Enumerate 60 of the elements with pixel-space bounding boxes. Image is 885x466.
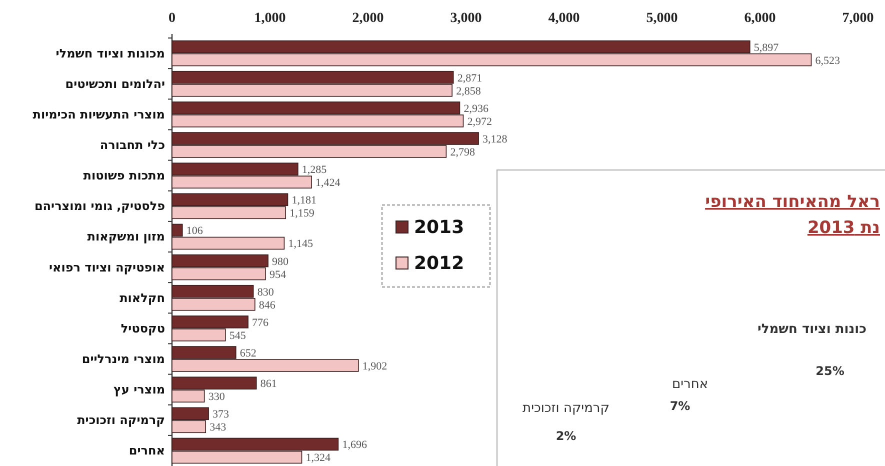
x-tick-label: 4,000 — [548, 11, 580, 26]
data-label: 373 — [212, 408, 230, 421]
x-tick-label: 5,000 — [646, 11, 678, 26]
data-label: 6,523 — [815, 54, 841, 67]
legend-label: 2012 — [414, 253, 464, 274]
y-tick-label: אופטיקה וציוד רפואי — [48, 260, 165, 274]
data-label: 1,902 — [362, 360, 388, 372]
y-tick-label: כלי תחבורה — [100, 138, 166, 152]
data-label: 954 — [269, 268, 286, 281]
x-tick-label: 3,000 — [450, 11, 482, 26]
data-label: 2,858 — [456, 85, 482, 98]
data-label: 3,128 — [482, 134, 508, 146]
y-tick-label: אחרים — [128, 444, 165, 458]
data-label: 330 — [208, 391, 226, 404]
text: ראל מהאיחוד האירופי — [705, 192, 880, 212]
data-label: 343 — [210, 422, 227, 434]
data-label: 5,897 — [754, 42, 780, 54]
data-label: 2,972 — [467, 116, 492, 128]
y-tick-label: מוצרי עץ — [114, 382, 165, 397]
data-label: 1,696 — [342, 439, 368, 452]
data-label: 545 — [229, 330, 246, 342]
data-label: 980 — [272, 256, 290, 268]
annotation: קרמיקה וזכוכית — [522, 401, 610, 416]
x-tick-label: 7,000 — [842, 11, 874, 26]
data-label: 1,159 — [290, 208, 315, 220]
data-label: 1,285 — [302, 164, 328, 176]
data-label: 1,145 — [288, 238, 314, 250]
data-label: 2,871 — [457, 72, 482, 84]
x-tick-label: 2,000 — [352, 11, 384, 26]
data-label: 2,936 — [464, 102, 489, 115]
y-tick-label: מזון ומשקאות — [87, 230, 165, 244]
data-label: 652 — [240, 348, 256, 360]
data-label: 776 — [252, 316, 270, 329]
annotation: אחרים — [672, 377, 708, 392]
data-label: 1,424 — [316, 177, 341, 190]
text: נת 2013 — [807, 218, 880, 238]
legend-label: 2013 — [414, 217, 464, 238]
annotation: כונות וציוד חשמלי — [758, 322, 866, 337]
data-label: 830 — [257, 286, 274, 298]
y-tick-label: קרמיקה וזכוכית — [77, 413, 165, 428]
annotation: 7% — [670, 399, 690, 413]
y-tick-label: מכונות וציוד חשמלי — [56, 46, 165, 60]
y-tick-label: מוצרי מינרליים — [82, 352, 165, 366]
y-tick-label: יהלומים ותכשיטים — [65, 76, 165, 91]
y-tick-label: מוצרי התעשיות הכימיות — [32, 107, 165, 122]
y-tick-label: מתכות פשוטות — [83, 168, 165, 183]
data-label: 1,181 — [292, 194, 316, 207]
x-tick-label: 6,000 — [744, 11, 776, 26]
x-tick-label: 1,000 — [254, 11, 286, 26]
data-label: 861 — [260, 378, 277, 390]
y-tick-label: פלסטיק, גומי ומוצריהם — [34, 199, 166, 214]
x-tick-label: 0 — [168, 11, 176, 26]
data-label: 846 — [258, 299, 276, 312]
y-tick-label: טקסטיל — [120, 321, 165, 336]
y-tick-label: חקלאות — [120, 290, 165, 305]
data-label: 106 — [186, 225, 204, 238]
annotation: 2% — [556, 429, 576, 443]
data-label: 2,798 — [450, 146, 476, 158]
data-label: 1,324 — [306, 452, 331, 464]
annotation: 25% — [816, 364, 844, 378]
